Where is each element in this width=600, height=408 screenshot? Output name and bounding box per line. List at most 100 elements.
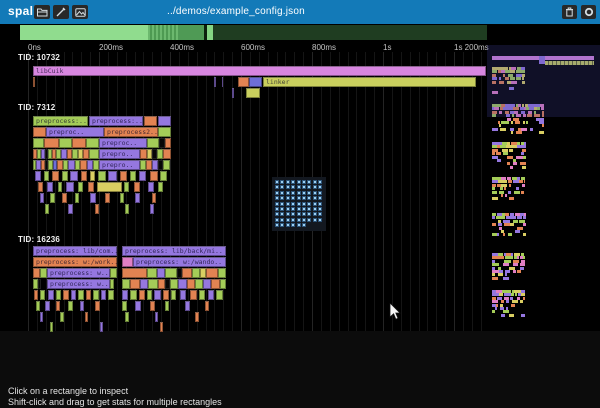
flame-bar[interactable]	[147, 290, 152, 300]
flame-bar[interactable]: preproc..	[46, 127, 104, 137]
flame-bar[interactable]: preprocess: w..	[47, 268, 110, 278]
flame-bar[interactable]	[95, 204, 99, 214]
flame-bar[interactable]	[192, 268, 200, 278]
flame-bar[interactable]	[122, 301, 127, 311]
flame-bar[interactable]	[159, 138, 165, 148]
flame-bar[interactable]: prepro..	[99, 160, 140, 170]
flame-bar[interactable]	[83, 149, 89, 159]
flame-bar[interactable]	[45, 204, 49, 214]
flame-bar[interactable]	[180, 290, 186, 300]
flame-bar[interactable]	[185, 301, 190, 311]
flame-bar[interactable]	[40, 312, 43, 322]
flame-bar[interactable]	[105, 193, 110, 203]
flame-bar[interactable]	[158, 127, 171, 137]
flame-bar[interactable]	[98, 171, 106, 181]
flame-bar[interactable]	[187, 279, 195, 289]
flame-bar[interactable]	[208, 290, 214, 300]
flame-bar[interactable]	[220, 279, 226, 289]
flame-bar[interactable]	[71, 290, 76, 300]
flame-bar[interactable]	[140, 149, 147, 159]
flame-bar[interactable]	[89, 149, 99, 159]
flame-bar[interactable]	[125, 312, 129, 322]
flame-bar[interactable]	[34, 290, 38, 300]
flame-bar[interactable]	[50, 322, 53, 332]
snapshot-button[interactable]	[72, 5, 88, 19]
flame-bar[interactable]	[199, 290, 205, 300]
flame-bar[interactable]	[90, 171, 95, 181]
flame-bar[interactable]	[56, 301, 60, 311]
flame-bar[interactable]	[45, 149, 48, 159]
flame-bar[interactable]	[249, 77, 262, 87]
flame-bar[interactable]	[61, 149, 67, 159]
flame-bar[interactable]	[75, 160, 80, 170]
flame-bar[interactable]	[134, 182, 140, 192]
flame-bar[interactable]	[190, 290, 197, 300]
flame-bar[interactable]	[120, 171, 127, 181]
flame-bar[interactable]	[70, 171, 78, 181]
flame-bar[interactable]	[122, 290, 128, 300]
flame-bar[interactable]	[48, 160, 53, 170]
flame-bar[interactable]	[140, 279, 148, 289]
flame-bar[interactable]	[37, 149, 41, 159]
flame-bar[interactable]	[45, 160, 48, 170]
flame-bar[interactable]	[158, 279, 165, 289]
flame-bar[interactable]	[62, 171, 68, 181]
flame-bar[interactable]	[47, 182, 53, 192]
flame-bar[interactable]	[165, 279, 170, 289]
flame-bar[interactable]	[95, 301, 100, 311]
flame-bar[interactable]	[48, 149, 52, 159]
flame-bar[interactable]	[160, 171, 167, 181]
flame-bar[interactable]: preprocess:..	[33, 116, 88, 126]
flame-bar[interactable]	[211, 279, 220, 289]
flame-bar[interactable]	[195, 312, 199, 322]
flame-bar[interactable]	[130, 290, 137, 300]
flame-bar[interactable]	[41, 160, 45, 170]
flame-bar[interactable]	[140, 160, 146, 170]
measure-button[interactable]	[53, 5, 69, 19]
flame-bar[interactable]	[147, 138, 159, 148]
flame-bar[interactable]	[120, 193, 124, 203]
flame-bar[interactable]	[148, 279, 158, 289]
flame-bar[interactable]	[40, 268, 47, 278]
flame-bar[interactable]	[165, 301, 169, 311]
flame-bar[interactable]	[72, 149, 78, 159]
flame-bar[interactable]	[135, 193, 140, 203]
flame-bar[interactable]	[146, 160, 152, 170]
flame-bar[interactable]	[45, 301, 50, 311]
flame-bar[interactable]	[122, 268, 147, 278]
flame-bar[interactable]	[44, 171, 49, 181]
flame-bar[interactable]: preprocess: w:/work..	[33, 257, 117, 267]
flame-bar[interactable]: libCuik	[33, 66, 486, 76]
flame-bar[interactable]	[150, 301, 155, 311]
flame-bar[interactable]	[232, 88, 234, 98]
flame-bar[interactable]	[36, 160, 41, 170]
flame-bar[interactable]: prepro..	[99, 149, 140, 159]
flame-bar[interactable]	[41, 149, 45, 159]
flame-bar[interactable]	[78, 149, 83, 159]
flame-bar[interactable]	[148, 182, 154, 192]
flame-bar[interactable]	[165, 138, 171, 148]
flame-bar[interactable]	[56, 290, 61, 300]
flame-bar[interactable]	[157, 268, 165, 278]
flame-bar[interactable]	[205, 301, 209, 311]
flame-bar[interactable]	[163, 290, 169, 300]
flame-bar[interactable]	[35, 171, 41, 181]
flame-bar[interactable]	[88, 182, 94, 192]
flame-bar[interactable]	[158, 182, 163, 192]
flame-bar[interactable]	[44, 138, 59, 148]
flame-bar[interactable]	[67, 149, 72, 159]
flame-bar[interactable]	[48, 290, 54, 300]
flame-bar[interactable]	[63, 160, 68, 170]
flame-bar[interactable]	[57, 160, 63, 170]
flame-bar[interactable]	[130, 279, 140, 289]
flame-bar[interactable]	[163, 160, 170, 170]
flame-bar[interactable]	[139, 171, 146, 181]
flame-bar[interactable]	[195, 279, 203, 289]
flame-bar[interactable]	[122, 279, 130, 289]
flame-bar[interactable]	[150, 171, 158, 181]
flame-bar[interactable]	[33, 138, 44, 148]
flame-bar[interactable]	[85, 312, 88, 322]
flame-bar[interactable]	[152, 160, 158, 170]
flame-bar[interactable]	[122, 257, 133, 267]
flame-bar[interactable]	[171, 290, 176, 300]
